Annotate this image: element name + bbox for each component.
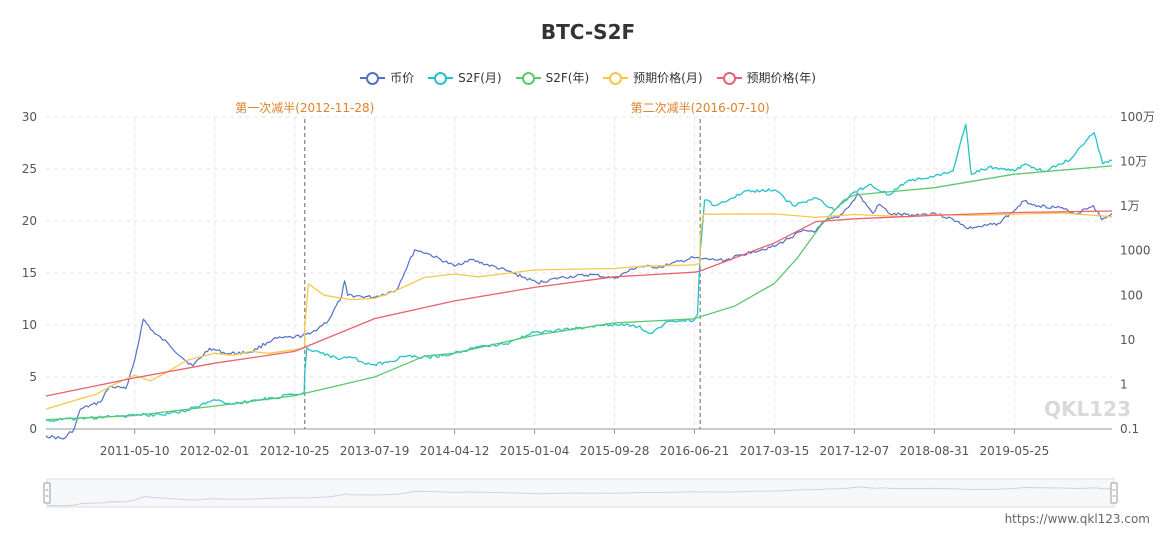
y-tick-label-left: 5 [29,370,37,384]
y-tick-label-left: 0 [29,422,37,436]
series-line-3 [45,212,1113,410]
zoom-slider-handle[interactable] [1110,482,1118,504]
watermark-logo: QKL123 [1044,397,1131,421]
x-tick-label: 2018-08-31 [900,444,970,458]
y-tick-label-right: 100 [1120,288,1143,302]
chart-title: BTC-S2F [540,20,636,44]
legend-swatch-icon [360,71,386,85]
legend-swatch-icon [716,71,742,85]
legend-label: 币价 [390,71,415,85]
source-url[interactable]: https://www.qkl123.com [1004,512,1150,526]
y-tick-label-right: 10万 [1120,155,1147,169]
series-line-1 [45,123,1113,423]
legend-label: 预期价格(年) [746,71,816,85]
series-line-0 [45,192,1113,440]
legend-item[interactable]: 币价 [360,69,414,86]
x-tick-label: 2012-10-25 [260,444,330,458]
y-tick-label-left: 15 [22,266,37,280]
x-tick-label: 2011-05-10 [100,444,170,458]
legend-label: S2F(月) [458,71,502,85]
x-tick-label: 2015-01-04 [500,444,570,458]
y-tick-label-right: 0.1 [1120,422,1139,436]
x-tick-label: 2019-05-25 [979,444,1049,458]
chart-legend: 币价 S2F(月) S2F(年) 预期价格(月) 预期价格(年) [0,69,1176,86]
legend-swatch-icon [603,71,629,85]
x-tick-label: 2016-06-21 [660,444,730,458]
y-tick-label-left: 25 [22,162,37,176]
x-tick-label: 2017-03-15 [740,444,810,458]
x-tick-label: 2012-02-01 [180,444,250,458]
x-tick-label: 2014-04-12 [420,444,490,458]
legend-swatch-icon [428,71,454,85]
y-tick-label-left: 20 [22,214,37,228]
y-tick-label-right: 100万 [1120,110,1155,124]
y-tick-label-right: 1 [1120,377,1128,391]
legend-label: S2F(年) [545,71,590,85]
x-tick-label: 2017-12-07 [820,444,890,458]
halving-marker-label: 第二次减半(2016-07-10) [631,101,770,115]
series-line-2 [45,165,1113,421]
x-tick-label: 2015-09-28 [580,444,650,458]
y-tick-label-left: 30 [22,110,37,124]
legend-item[interactable]: 预期价格(月) [603,69,703,86]
legend-item[interactable]: S2F(月) [428,69,502,86]
y-tick-label-left: 10 [22,318,37,332]
y-tick-label-right: 10 [1120,333,1135,347]
halving-marker-label: 第一次减半(2012-11-28) [235,101,374,115]
y-tick-label-right: 1万 [1120,199,1140,213]
legend-item[interactable]: 预期价格(年) [716,69,816,86]
x-tick-label: 2013-07-19 [340,444,410,458]
y-tick-label-right: 1000 [1120,244,1151,258]
zoom-slider-handle[interactable] [43,482,51,504]
legend-swatch-icon [515,71,541,85]
legend-item[interactable]: S2F(年) [515,69,590,86]
legend-label: 预期价格(月) [633,71,703,85]
zoom-slider-track [46,478,1115,508]
series-line-4 [45,210,1113,397]
zoom-slider-preview [46,486,1115,507]
